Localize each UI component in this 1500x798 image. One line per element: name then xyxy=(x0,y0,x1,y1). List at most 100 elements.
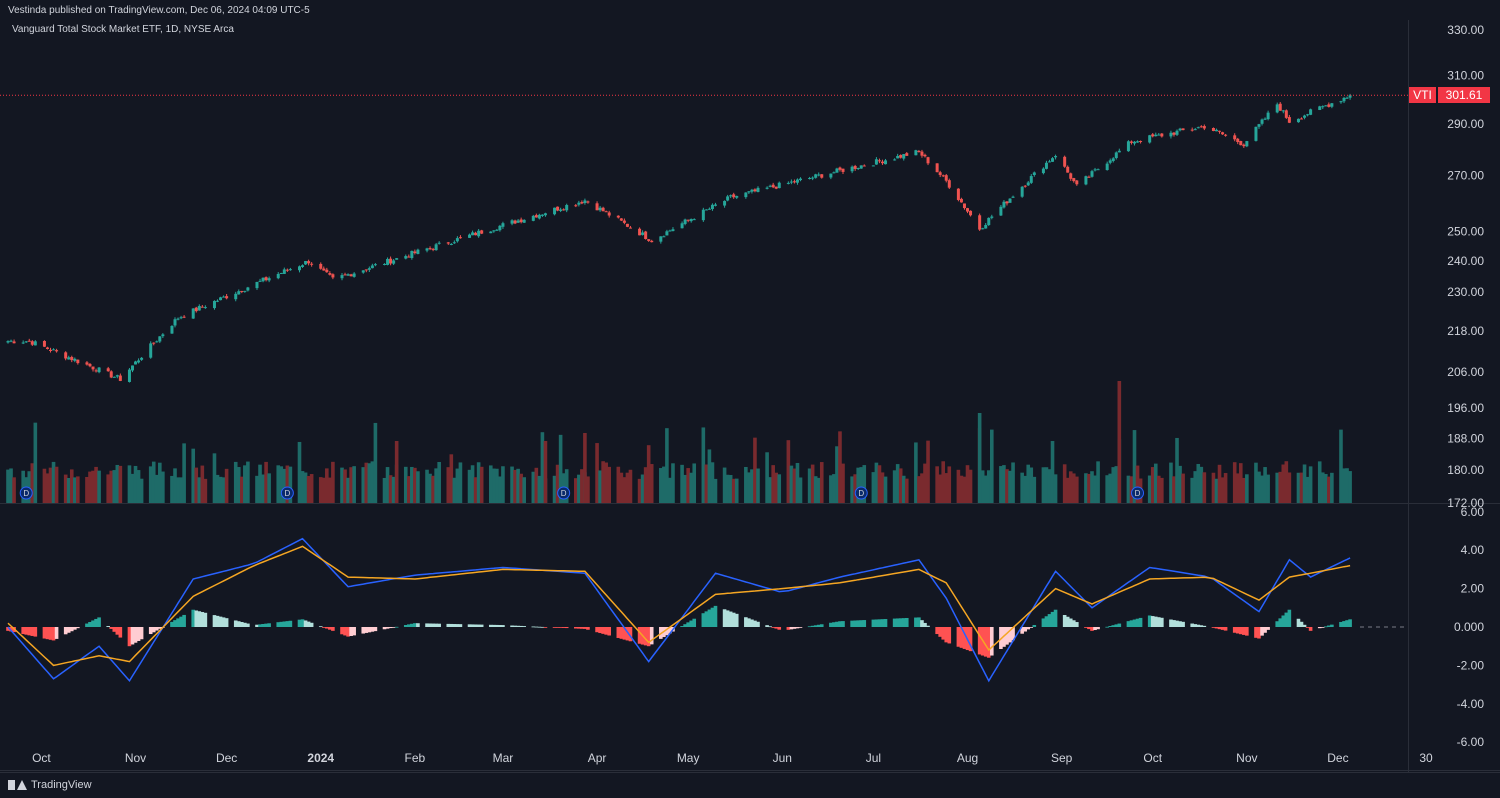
candle-body xyxy=(880,161,884,164)
candle-body xyxy=(6,341,10,343)
candle-body xyxy=(112,376,116,378)
candle-body xyxy=(1348,95,1352,98)
dividend-marker-label: D xyxy=(1135,489,1141,498)
macd-histogram-bar xyxy=(282,621,287,627)
last-price-value-tag: 301.61 xyxy=(1438,87,1490,103)
candle-body xyxy=(1224,134,1228,136)
candle-body xyxy=(862,165,866,167)
candle-body xyxy=(301,265,305,267)
volume-bar xyxy=(1150,467,1155,503)
price-tick-label: 218.00 xyxy=(1447,324,1484,338)
macd-histogram-bar xyxy=(495,624,499,627)
macd-histogram-bar xyxy=(1257,627,1261,639)
macd-histogram-bar xyxy=(1266,627,1270,630)
candle-body xyxy=(191,308,195,319)
candle-body xyxy=(789,181,793,183)
candle-body xyxy=(197,306,201,311)
candle-body xyxy=(668,230,672,232)
volume-bar xyxy=(94,466,98,503)
time-tick-label: Feb xyxy=(405,751,426,765)
volume-bar xyxy=(917,476,921,503)
macd-histogram-bar xyxy=(321,627,326,628)
macd-histogram-bar xyxy=(1320,627,1325,628)
macd-histogram-bar xyxy=(540,626,545,628)
volume-bar xyxy=(871,472,876,503)
macd-histogram-bar xyxy=(24,627,29,635)
candle-body xyxy=(94,370,98,372)
candle-body xyxy=(222,296,226,298)
candle-body xyxy=(76,359,80,364)
macd-tick-label: -4.00 xyxy=(1457,697,1485,711)
candle-body xyxy=(792,181,796,183)
volume-bar xyxy=(467,469,472,503)
volume-bar xyxy=(689,472,693,503)
price-tick-label: 250.00 xyxy=(1447,225,1484,239)
candle-body xyxy=(1066,166,1070,173)
candle-body xyxy=(595,203,599,211)
macd-histogram-bar xyxy=(598,627,602,634)
symbol-title: Vanguard Total Stock Market ETF, 1D, NYS… xyxy=(12,24,234,35)
macd-histogram-bar xyxy=(689,620,693,627)
macd-histogram-bar xyxy=(6,627,10,631)
candle-body xyxy=(625,223,629,227)
candle-body xyxy=(896,155,900,159)
macd-histogram-bar xyxy=(343,627,347,636)
volume-bar xyxy=(816,477,821,503)
candle-body xyxy=(1063,156,1067,167)
macd-histogram-bar xyxy=(255,624,259,627)
candle-body xyxy=(1029,176,1033,183)
candle-body xyxy=(152,342,156,344)
candle-body xyxy=(52,349,56,351)
macd-histogram-bar xyxy=(1105,626,1109,628)
candle-body xyxy=(1266,112,1270,120)
volume-bar xyxy=(133,465,138,503)
candle-body xyxy=(692,219,696,221)
candle-body xyxy=(1306,114,1310,116)
candle-body xyxy=(389,258,393,264)
candle-body xyxy=(27,340,31,342)
candle-body xyxy=(1221,132,1225,135)
macd-histogram-bar xyxy=(501,625,505,627)
macd-histogram-bar xyxy=(680,626,684,627)
macd-histogram-bar xyxy=(1178,621,1182,627)
volume-bar xyxy=(926,440,930,503)
volume-bar xyxy=(197,477,202,503)
volume-bar xyxy=(367,463,372,503)
macd-histogram-bar xyxy=(1075,622,1079,627)
candle-body xyxy=(173,319,177,326)
volume-bar xyxy=(704,464,709,503)
macd-histogram-bar xyxy=(258,624,262,627)
macd-histogram-bar xyxy=(212,615,217,627)
macd-histogram-bar xyxy=(76,627,80,629)
candle-body xyxy=(959,198,963,203)
macd-tick-label: -2.00 xyxy=(1457,658,1485,672)
volume-bar xyxy=(276,465,281,503)
candle-body xyxy=(331,274,335,278)
macd-histogram-bar xyxy=(519,625,523,627)
candle-body xyxy=(1218,130,1222,132)
candle-body xyxy=(1236,138,1240,143)
macd-histogram-bar xyxy=(510,625,514,627)
volume-bar xyxy=(874,462,879,503)
volume-bar xyxy=(48,467,53,503)
candle-body xyxy=(917,151,921,153)
macd-histogram-bar xyxy=(488,624,493,627)
candle-body xyxy=(838,167,842,170)
macd-histogram-bar xyxy=(328,627,332,630)
candle-body xyxy=(938,172,942,175)
volume-bar xyxy=(552,475,557,503)
price-tick-label: 196.00 xyxy=(1447,401,1484,415)
macd-histogram-bar xyxy=(841,621,845,627)
time-tick-label: Jun xyxy=(773,751,792,765)
candle-body xyxy=(225,296,229,299)
candle-body xyxy=(1069,173,1073,179)
volume-bar xyxy=(246,461,250,503)
macd-histogram-bar xyxy=(616,627,621,638)
candle-body xyxy=(647,239,651,241)
macd-histogram-bar xyxy=(643,627,648,646)
volume-bar xyxy=(646,445,651,503)
chart-canvas[interactable]: 330.00 310.00 290.00 270.00 250.00 240.00 230.… xyxy=(0,0,1500,772)
macd-histogram-bar xyxy=(1348,619,1352,627)
volume-bar xyxy=(495,468,499,503)
tradingview-brand[interactable]: TradingView xyxy=(8,779,92,791)
